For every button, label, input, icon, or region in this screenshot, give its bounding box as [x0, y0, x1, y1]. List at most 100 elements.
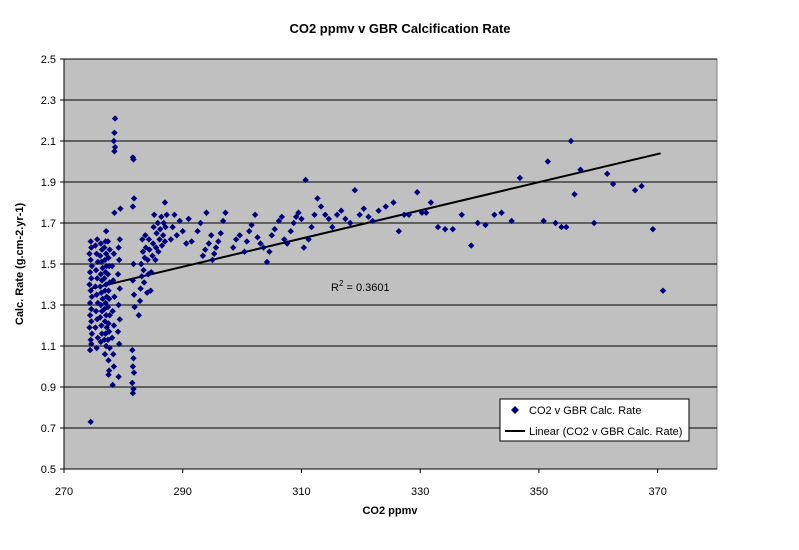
- data-point: [284, 240, 291, 247]
- data-point: [87, 287, 94, 294]
- data-point: [115, 301, 122, 309]
- data-point: [88, 318, 95, 325]
- data-point: [229, 244, 237, 251]
- data-point: [111, 209, 118, 216]
- data-point: [88, 293, 96, 300]
- data-point: [158, 242, 166, 249]
- data-point: [105, 357, 112, 364]
- tick-labels: 0.5 0.7 0.9 1.1 1.3 1.5 1.7 1.9 2.1 2.3 2.5 270 290 3…: [41, 54, 667, 498]
- data-point: [609, 180, 617, 188]
- data-point: [212, 244, 220, 251]
- data-point: [248, 221, 255, 229]
- data-point: [86, 250, 93, 257]
- data-point: [94, 334, 102, 341]
- y-tick-label: 0.7: [41, 423, 56, 435]
- data-point: [93, 291, 100, 298]
- data-point: [102, 342, 110, 350]
- data-point: [110, 351, 117, 358]
- data-point: [197, 219, 204, 227]
- data-point: [102, 228, 110, 235]
- data-point: [97, 314, 104, 321]
- legend-marker-diamond: [511, 406, 519, 414]
- data-point: [101, 287, 109, 294]
- data-point: [171, 211, 178, 218]
- data-point: [360, 205, 367, 212]
- data-point: [110, 363, 118, 370]
- data-point: [102, 250, 110, 257]
- data-point: [183, 240, 190, 247]
- data-point: [266, 248, 273, 255]
- data-point: [400, 211, 408, 218]
- data-point: [130, 291, 138, 298]
- data-point: [314, 195, 321, 202]
- data-point: [236, 232, 243, 239]
- y-tick-label: 1.7: [41, 218, 56, 230]
- data-point: [322, 211, 329, 218]
- data-point: [146, 246, 153, 253]
- data-point: [106, 312, 113, 319]
- x-tick-label: 350: [530, 486, 548, 498]
- y-tick-label: 1.1: [41, 341, 56, 353]
- data-point: [305, 236, 312, 243]
- data-point: [129, 277, 137, 284]
- data-point: [414, 189, 421, 196]
- data-point: [434, 223, 442, 231]
- data-point: [558, 223, 565, 231]
- data-point: [137, 285, 144, 292]
- r-squared-symbol: R: [331, 282, 339, 294]
- data-point: [142, 232, 149, 239]
- data-point: [243, 238, 251, 245]
- data-point: [94, 275, 101, 282]
- data-point: [257, 240, 264, 247]
- data-point: [87, 256, 94, 264]
- data-point: [136, 297, 144, 305]
- data-point: [111, 148, 118, 155]
- x-axis-label: CO2 ppmv: [362, 505, 418, 517]
- data-point: [111, 129, 118, 136]
- data-point: [169, 223, 176, 231]
- data-point: [105, 287, 112, 294]
- data-point: [88, 275, 95, 282]
- data-point: [338, 207, 345, 214]
- data-point: [130, 260, 137, 268]
- data-point: [102, 299, 109, 307]
- data-point: [268, 232, 275, 239]
- data-point: [298, 215, 305, 223]
- data-point: [92, 266, 100, 274]
- y-tick-label: 1.9: [41, 177, 56, 189]
- data-point: [287, 228, 294, 235]
- data-point: [158, 213, 165, 221]
- data-point: [86, 281, 93, 288]
- data-point: [369, 217, 376, 225]
- data-point: [87, 418, 94, 426]
- data-point: [351, 187, 359, 194]
- data-point: [102, 281, 110, 288]
- data-point: [563, 223, 570, 231]
- data-point: [278, 213, 286, 221]
- data-point: [209, 256, 216, 264]
- data-point: [292, 213, 300, 221]
- data-point: [139, 248, 147, 255]
- data-point: [482, 221, 489, 229]
- data-point: [135, 312, 142, 319]
- data-point: [101, 318, 109, 325]
- data-point: [86, 324, 93, 331]
- data-point: [308, 223, 315, 231]
- data-point: [405, 211, 413, 218]
- r-squared-annotation: R2 = 0.3601: [331, 279, 390, 294]
- data-point: [144, 256, 151, 264]
- data-point: [105, 295, 113, 303]
- data-point: [333, 211, 341, 218]
- data-point: [111, 293, 118, 300]
- data-point: [422, 209, 430, 216]
- data-point: [150, 223, 157, 231]
- chart-title: CO2 ppmv v GBR Calcification Rate: [289, 21, 510, 36]
- data-point: [176, 217, 183, 225]
- data-point: [217, 230, 224, 237]
- data-point: [114, 328, 122, 335]
- data-point: [210, 250, 218, 257]
- data-point: [140, 279, 148, 286]
- data-point: [390, 199, 397, 206]
- data-point: [571, 191, 578, 198]
